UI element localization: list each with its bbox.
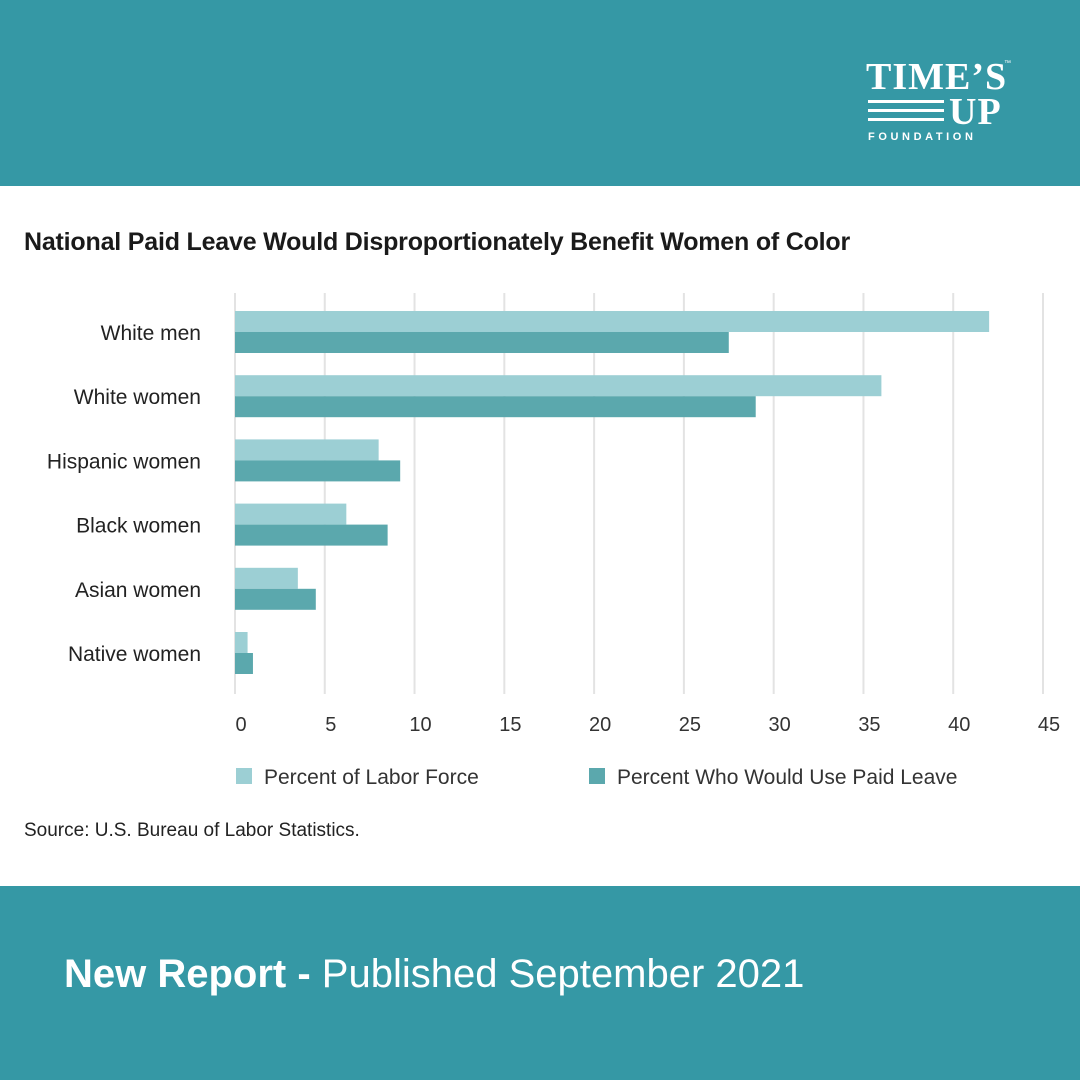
logo-stripe <box>868 100 944 103</box>
x-tick-label: 0 <box>235 714 246 736</box>
bar <box>235 632 248 653</box>
footer-text: New Report - Published September 2021 <box>64 952 804 997</box>
x-tick-label: 5 <box>325 714 336 736</box>
category-label: Hispanic women <box>47 450 201 473</box>
bar <box>235 375 882 397</box>
x-tick-label: 15 <box>499 714 521 736</box>
x-tick-label: 30 <box>769 714 791 736</box>
bar <box>235 460 401 482</box>
x-tick-label: 20 <box>589 714 611 736</box>
x-tick-label: 10 <box>409 714 431 736</box>
legend-label: Percent Who Would Use Paid Leave <box>617 766 957 789</box>
legend-swatch <box>589 768 605 784</box>
logo-stripe <box>868 109 944 112</box>
chart-title: National Paid Leave Would Disproportiona… <box>24 228 851 256</box>
bar <box>235 396 756 418</box>
x-tick-label: 25 <box>679 714 701 736</box>
bar <box>235 311 990 332</box>
logo-line-up: UP <box>949 91 1002 133</box>
category-label: Native women <box>68 643 201 666</box>
category-label: Black women <box>76 515 201 538</box>
x-tick-label: 45 <box>1038 714 1060 736</box>
logo-line-times: TIME’S <box>866 56 1008 98</box>
bar <box>235 332 729 353</box>
footer-published-date: Published September 2021 <box>310 952 805 996</box>
category-label: White men <box>101 322 201 345</box>
bar <box>235 567 298 589</box>
category-label: Asian women <box>75 579 201 602</box>
footer-label-new-report: New Report - <box>64 952 311 996</box>
legend-swatch <box>236 768 252 784</box>
bar <box>235 503 347 525</box>
bar-chart: 0 5 10 15 20 25 30 35 40 45 White men White women Hi… <box>47 293 1060 789</box>
category-label: White women <box>74 386 201 409</box>
bar <box>235 439 379 461</box>
legend-label: Percent of Labor Force <box>264 766 479 789</box>
source-note: Source: U.S. Bureau of Labor Statistics. <box>24 820 360 841</box>
bar <box>235 653 253 674</box>
times-up-foundation-logo: TIME’S ™ UP FOUNDATION <box>866 58 1012 146</box>
bar <box>235 588 316 610</box>
x-tick-label: 40 <box>948 714 970 736</box>
x-tick-label: 35 <box>858 714 880 736</box>
header-band <box>0 0 1080 186</box>
logo-line-foundation: FOUNDATION <box>868 131 977 143</box>
logo-stripe <box>868 118 944 121</box>
logo-trademark: ™ <box>1004 60 1011 67</box>
bar <box>235 524 388 546</box>
footer-band <box>0 886 1080 1080</box>
